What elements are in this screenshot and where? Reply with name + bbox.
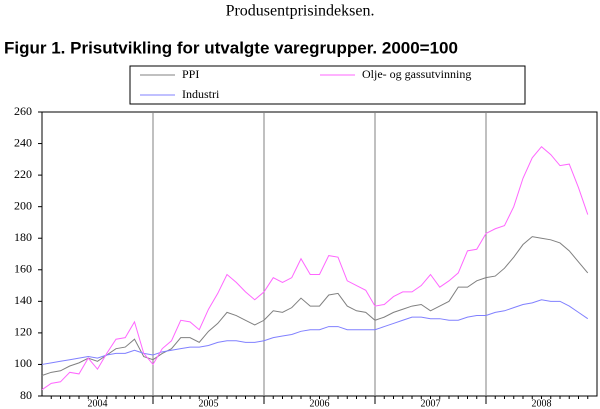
series-line	[41, 236, 589, 376]
series-line	[41, 146, 589, 391]
y-tick-label: 260	[14, 104, 32, 118]
legend-box	[129, 65, 526, 105]
legend-label: Industri	[182, 87, 220, 101]
y-tick-label: 220	[14, 167, 32, 181]
series-line	[41, 299, 589, 365]
x-tick-label: 2008	[532, 398, 552, 409]
x-tick-label: 2005	[199, 398, 219, 409]
x-tick-label: 2004	[88, 398, 108, 409]
x-tick-label: 2007	[421, 398, 441, 409]
y-tick-label: 240	[14, 135, 32, 149]
x-tick-label: 2006	[310, 398, 330, 409]
legend-label: Olje- og gassutvinning	[362, 67, 471, 81]
y-tick-label: 200	[14, 198, 32, 212]
legend-label: PPI	[182, 67, 199, 81]
chart-subtitle: Produsentprisindeksen.	[226, 3, 375, 20]
y-tick-label: 100	[14, 356, 32, 370]
chart-title: Figur 1. Prisutvikling for utvalgte vare…	[4, 38, 458, 57]
y-tick-label: 160	[14, 262, 32, 276]
y-tick-label: 80	[20, 388, 32, 402]
y-tick-label: 120	[14, 325, 32, 339]
y-tick-label: 180	[14, 230, 32, 244]
y-tick-label: 140	[14, 293, 32, 307]
